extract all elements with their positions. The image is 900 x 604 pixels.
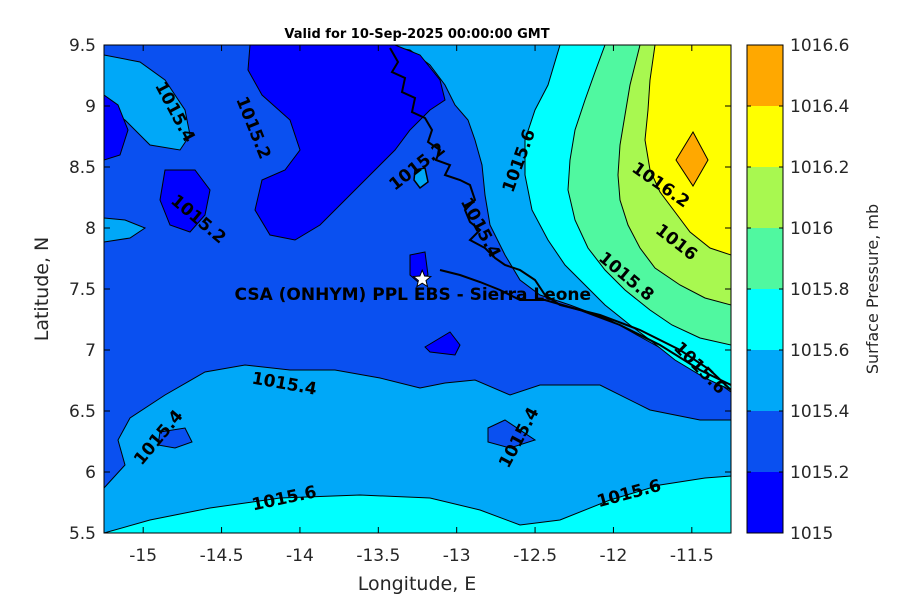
chart-title: Valid for 10-Sep-2025 00:00:00 GMT [284,27,549,42]
colorbar-swatch [747,472,783,533]
island [413,167,429,190]
site-marker [412,268,433,288]
colorbar-tick-label: 1015.4 [790,402,849,422]
y-tick-label: 5.5 [69,524,96,544]
contour-fill-1015-6-s [104,475,731,533]
colorbar-tick-label: 1016.6 [790,36,849,56]
y-tick-label: 6 [85,463,96,483]
x-tick-label: -11.5 [670,546,714,566]
colorbar: 1015 1015.2 1015.4 1015.6 1015.8 1016 1016.2 10… [746,36,849,544]
x-tick-label: -12 [600,546,628,566]
colorbar-tick-label: 1015.8 [790,280,849,300]
contour-fill-1015-2-sw [157,427,193,449]
colorbar-swatch [747,350,783,411]
colorbar-tick-label: 1015.6 [790,341,849,361]
colorbar-swatch [747,167,783,228]
y-tick-label: 7 [85,341,96,361]
colorbar-label: Surface Pressure, mb [863,204,882,374]
colorbar-tick-label: 1016.4 [790,97,849,117]
contour-fill-1015-n [247,45,446,241]
colorbar-tick-label: 1015 [790,524,833,544]
y-axis: 5.5 6 6.5 7 7.5 8 8.5 9 9.5 [69,36,731,544]
x-tick-label: -12.5 [513,546,557,566]
y-tick-label: 8.5 [69,158,96,178]
y-axis-label: Latitude, N [31,237,53,342]
y-tick-label: 9.5 [69,36,96,56]
contour-field [104,45,731,533]
star-icon [412,268,433,288]
y-tick-label: 8 [85,219,96,239]
colorbar-swatch [747,289,783,350]
x-tick-label: -14 [286,546,314,566]
contour-fill-1015-4-w [104,217,147,243]
contour-fill-1015-center [424,331,461,356]
x-tick-label: -14.5 [200,546,244,566]
colorbar-tick-label: 1015.2 [790,463,849,483]
coastline-south [439,269,731,386]
x-tick-label: -13.5 [356,546,400,566]
x-tick-label: -15 [129,546,157,566]
x-tick-label: -13 [443,546,471,566]
colorbar-swatch [747,106,783,167]
contour-fill-1015-blob [159,169,211,233]
contour-fill-1015-2-se [487,419,537,449]
contour-fill-1016-4 [675,130,709,187]
coastline [389,47,731,391]
colorbar-swatch [747,45,783,106]
colorbar-swatch [747,228,783,289]
contour-fill-1015-4-s [104,364,731,533]
colorbar-tick-label: 1016.2 [790,158,849,178]
contour-fill-1015-w [104,94,129,161]
colorbar-swatch [747,411,783,472]
site-annotation: CSA (ONHYM) PPL EBS - Sierra Leone [235,285,592,305]
x-axis-label: Longitude, E [358,573,477,595]
y-tick-label: 7.5 [69,280,96,300]
y-tick-label: 6.5 [69,402,96,422]
colorbar-tick-label: 1016 [790,219,833,239]
y-tick-label: 9 [85,97,96,117]
x-axis: -15 -14.5 -14 -13.5 -13 -12.5 -12 -11.5 [129,45,714,566]
